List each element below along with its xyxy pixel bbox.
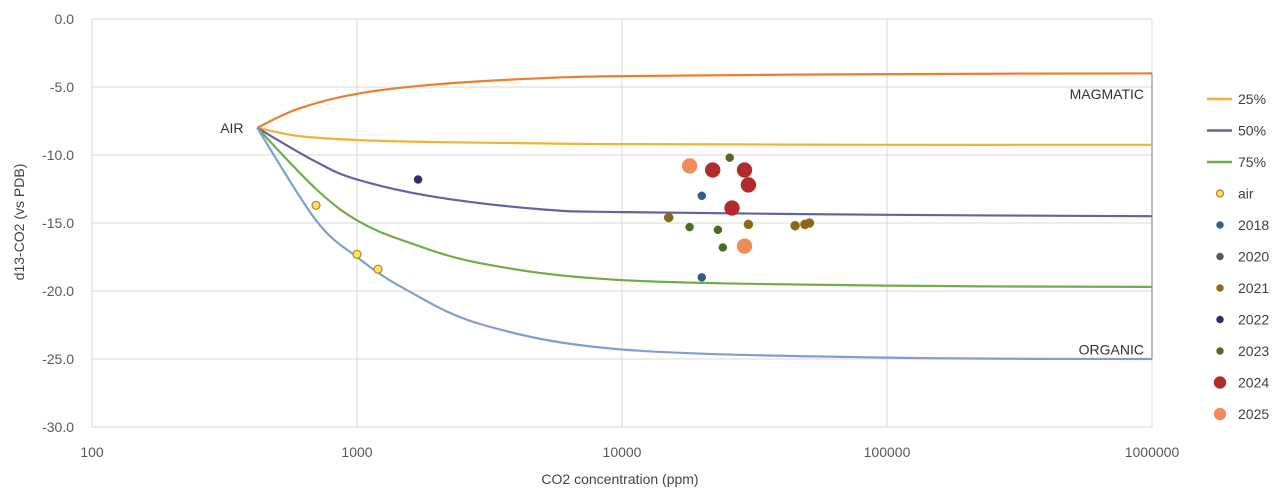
data-point-2024 [736, 162, 753, 178]
x-axis-label: CO2 concentration (ppm) [541, 471, 698, 487]
legend-point-marker [1216, 347, 1224, 355]
series-line-75- [256, 127, 1153, 288]
legend-point-marker [1216, 284, 1224, 292]
x-tick-label: 1000 [341, 444, 372, 460]
y-tick-label: 0.0 [55, 11, 75, 27]
legend-label: air [1238, 186, 1254, 202]
data-point-2023 [713, 225, 723, 235]
legend-point-marker [1213, 376, 1227, 389]
series-line-curve-0 [256, 72, 1153, 129]
y-axis-label: d13-CO2 (vs PDB) [11, 164, 27, 281]
data-point-air [311, 200, 321, 210]
legend-point-marker [1215, 189, 1225, 198]
legend-label: 2020 [1238, 249, 1269, 265]
annotation-magmatic: MAGMATIC [1070, 86, 1144, 102]
data-point-2024 [704, 162, 721, 178]
series-line-50- [256, 126, 1153, 218]
annotations: AIR MAGMATIC ORGANIC [220, 86, 1144, 358]
legend-label: 2023 [1238, 343, 1269, 359]
legend-label: 2022 [1238, 312, 1269, 328]
series-line-25- [256, 126, 1153, 146]
legend-point-marker [1213, 407, 1227, 421]
data-point-2021 [663, 212, 674, 223]
legend-label: 2025 [1238, 406, 1269, 422]
data-point-2022 [413, 175, 423, 184]
x-tick-label: 1000000 [1125, 444, 1180, 460]
legend-label: 50% [1238, 123, 1266, 139]
legend-label: 25% [1238, 91, 1266, 107]
legend-label: 2018 [1238, 217, 1269, 233]
data-point-2021 [743, 219, 754, 230]
x-tick-label: 10000 [603, 444, 642, 460]
data-point-air [373, 264, 383, 274]
annotation-air: AIR [220, 120, 243, 136]
x-tick-label: 100000 [864, 444, 911, 460]
legend-point-marker [1216, 315, 1224, 324]
data-point-2018 [697, 273, 707, 282]
y-tick-label: -20.0 [42, 283, 74, 299]
annotation-organic: ORGANIC [1079, 341, 1144, 357]
series-line-curve-4 [256, 127, 1153, 361]
data-point-2023 [725, 153, 734, 162]
legend-point-marker [1216, 221, 1224, 229]
legend-label: 2021 [1238, 280, 1269, 296]
y-tick-label: -5.0 [50, 79, 74, 95]
series-lines [256, 72, 1153, 361]
data-point-2023 [718, 243, 728, 252]
series-points [311, 153, 815, 282]
legend-point-marker [1216, 252, 1224, 261]
data-point-2025 [736, 238, 753, 254]
x-tick-labels: 100 1000 10000 100000 1000000 [80, 444, 1179, 460]
y-tick-label: -10.0 [42, 147, 74, 163]
data-point-2023 [685, 222, 694, 232]
y-tick-label: -25.0 [42, 351, 74, 367]
data-point-2025 [681, 158, 698, 174]
data-point-2021 [804, 218, 815, 228]
legend: 25% 50% 75% air 2018 2020 2021 2022 2023 2024 2025 [1207, 91, 1269, 422]
data-point-2024 [724, 200, 740, 216]
data-point-2024 [740, 177, 757, 193]
legend-label: 75% [1238, 154, 1266, 170]
y-tick-label: -15.0 [42, 215, 74, 231]
data-point-air [352, 249, 362, 259]
y-tick-labels: 0.0 -5.0 -10.0 -15.0 -20.0 -25.0 -30.0 [42, 11, 74, 435]
grid-lines [91, 18, 1153, 428]
data-point-2021 [790, 220, 800, 231]
data-point-2018 [697, 191, 707, 201]
x-tick-label: 100 [80, 444, 104, 460]
y-tick-label: -30.0 [42, 419, 74, 435]
legend-label: 2024 [1238, 375, 1269, 391]
